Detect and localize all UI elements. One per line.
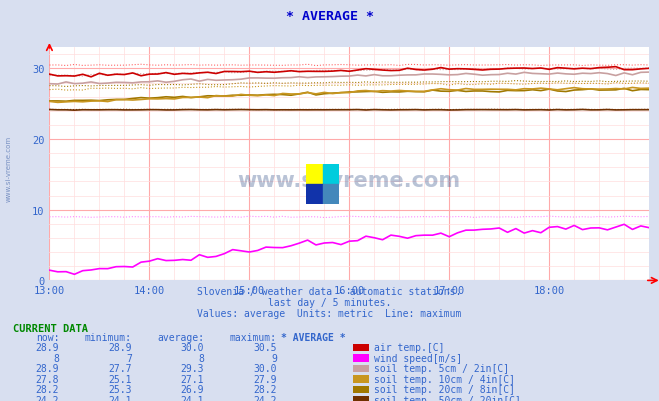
Text: soil temp. 10cm / 4in[C]: soil temp. 10cm / 4in[C] (374, 374, 515, 384)
Text: 28.9: 28.9 (108, 342, 132, 352)
Text: 28.2: 28.2 (253, 384, 277, 394)
Text: soil temp. 5cm / 2in[C]: soil temp. 5cm / 2in[C] (374, 363, 509, 373)
Text: 28.9: 28.9 (36, 342, 59, 352)
Text: 7: 7 (126, 353, 132, 363)
Text: 30.5: 30.5 (253, 342, 277, 352)
Text: 24.2: 24.2 (253, 395, 277, 401)
Text: Slovenia / weather data - automatic stations.: Slovenia / weather data - automatic stat… (197, 287, 462, 297)
Text: soil temp. 20cm / 8in[C]: soil temp. 20cm / 8in[C] (374, 384, 515, 394)
Text: 30.0: 30.0 (181, 342, 204, 352)
Text: 30.0: 30.0 (253, 363, 277, 373)
Text: 8: 8 (198, 353, 204, 363)
Text: air temp.[C]: air temp.[C] (374, 342, 444, 352)
Text: CURRENT DATA: CURRENT DATA (13, 323, 88, 333)
Text: * AVERAGE *: * AVERAGE * (285, 10, 374, 23)
Text: 28.9: 28.9 (36, 363, 59, 373)
Text: 24.1: 24.1 (181, 395, 204, 401)
Bar (306, 184, 323, 205)
Text: 29.3: 29.3 (181, 363, 204, 373)
Text: www.si-vreme.com: www.si-vreme.com (5, 136, 12, 201)
Bar (306, 164, 323, 184)
Text: 25.3: 25.3 (108, 384, 132, 394)
Text: 9: 9 (271, 353, 277, 363)
Text: 27.9: 27.9 (253, 374, 277, 384)
Text: 8: 8 (53, 353, 59, 363)
Text: now:: now: (36, 332, 59, 342)
Text: minimum:: minimum: (85, 332, 132, 342)
Text: last day / 5 minutes.: last day / 5 minutes. (268, 298, 391, 308)
Text: Values: average  Units: metric  Line: maximum: Values: average Units: metric Line: maxi… (197, 308, 462, 318)
Text: 27.8: 27.8 (36, 374, 59, 384)
Text: 27.7: 27.7 (108, 363, 132, 373)
Text: 24.2: 24.2 (36, 395, 59, 401)
Text: 24.1: 24.1 (108, 395, 132, 401)
Text: 25.1: 25.1 (108, 374, 132, 384)
Text: 26.9: 26.9 (181, 384, 204, 394)
Text: soil temp. 50cm / 20in[C]: soil temp. 50cm / 20in[C] (374, 395, 521, 401)
Text: * AVERAGE *: * AVERAGE * (281, 332, 346, 342)
Bar (323, 184, 339, 205)
Bar (323, 164, 339, 184)
Text: average:: average: (158, 332, 204, 342)
Text: wind speed[m/s]: wind speed[m/s] (374, 353, 462, 363)
Text: 28.2: 28.2 (36, 384, 59, 394)
Text: 27.1: 27.1 (181, 374, 204, 384)
Text: www.si-vreme.com: www.si-vreme.com (238, 171, 461, 190)
Text: maximum:: maximum: (230, 332, 277, 342)
